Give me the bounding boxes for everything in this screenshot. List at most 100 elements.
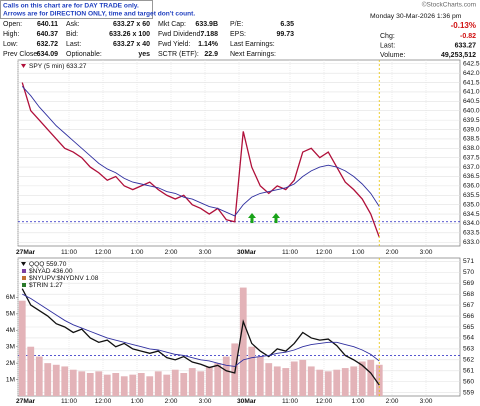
y2-tick-label: 1M [6, 376, 15, 383]
y-tick-label: 562 [463, 357, 474, 364]
quote-value: 633.27 x 40 [113, 41, 150, 48]
y-tick-label: 570 [463, 269, 474, 276]
y-tick-label: 641.0 [463, 89, 480, 96]
y-tick-label: 561 [463, 368, 474, 375]
volume-bar [27, 346, 35, 396]
volume-bar [52, 364, 60, 396]
quote-value: 1.14% [198, 41, 219, 48]
quote-label: P/E: [230, 21, 243, 28]
y-tick-label: 633.0 [463, 239, 480, 246]
x-tick-label: 12:00 [95, 398, 112, 405]
volume-bar [112, 373, 120, 396]
volume-bar [290, 361, 298, 396]
change-pct: -0.13% [451, 21, 476, 30]
legend-marker [21, 262, 26, 266]
volume-bar [35, 356, 43, 396]
quote-label: Low: [3, 41, 18, 48]
quote-value: 633.9B [195, 21, 218, 28]
volume-bar [256, 356, 264, 396]
y-tick-label: 569 [463, 280, 474, 287]
volume-bar [324, 371, 332, 396]
volume-bar [265, 363, 273, 396]
quote-label: Next Earnings: [230, 51, 276, 58]
y-tick-label: 634.0 [463, 220, 480, 227]
notice-line: Arrows are for DIRECTION ONLY, time and … [3, 10, 195, 17]
volume-bar [273, 366, 281, 396]
y2-tick-label: 4M [6, 327, 15, 334]
volume-bar [86, 373, 94, 396]
legend-label: $TRIN 1.27 [29, 282, 63, 289]
volume-bar [239, 287, 247, 396]
up-arrow [248, 213, 256, 223]
y-tick-label: 639.5 [463, 117, 480, 124]
quote-value: 7.188 [200, 31, 218, 38]
quote-label: Mkt Cap: [158, 21, 186, 28]
volume-bar [333, 369, 341, 396]
notice-box [0, 0, 153, 19]
quote-label: Bid: [66, 31, 78, 38]
x-tick-label: 11:00 [282, 398, 298, 405]
quote-value: 633.27 x 60 [113, 21, 150, 28]
x-tick-label: 12:00 [316, 249, 333, 256]
volume-bar [171, 369, 179, 396]
x-tick-label: 1:00 [131, 249, 144, 256]
volume-bar [205, 366, 213, 396]
x-tick-label: 1:00 [131, 398, 144, 405]
legend-marker [22, 276, 26, 280]
y2-tick-label: 6M [6, 294, 15, 301]
y2-tick-label: 3M [6, 343, 15, 350]
y-tick-label: 634.5 [463, 211, 480, 218]
y-tick-label: 638.5 [463, 136, 480, 143]
x-tick-label: 12:00 [316, 398, 333, 405]
line-series [21, 288, 380, 386]
volume-bar [299, 359, 307, 396]
y-tick-label: 639.0 [463, 126, 480, 133]
y-tick-label: 637.0 [463, 164, 480, 171]
summary-label: Chg: [380, 33, 395, 40]
x-tick-label: 12:00 [95, 249, 112, 256]
y-tick-label: 567 [463, 302, 474, 309]
legend-label: SPY (5 min) 633.27 [29, 63, 87, 70]
quote-label: Fwd Yield: [158, 41, 190, 48]
y-tick-label: 640.0 [463, 107, 480, 114]
x-tick-label: 3:00 [420, 398, 433, 405]
volume-bar [78, 371, 86, 396]
quote-label: Open: [3, 21, 22, 28]
volume-bar [154, 371, 162, 396]
volume-bar [282, 368, 290, 396]
legend-marker [21, 64, 26, 68]
x-tick-label: 3:00 [420, 249, 433, 256]
y-tick-label: 638.0 [463, 145, 480, 152]
volume-bar [146, 376, 154, 396]
x-tick-label: 3:00 [199, 398, 212, 405]
y-tick-label: 642.5 [463, 61, 480, 68]
volume-bar [341, 368, 349, 396]
legend-marker [22, 269, 26, 273]
volume-bar [375, 364, 383, 396]
y-tick-label: 560 [463, 379, 474, 386]
x-tick-label: 11:00 [282, 249, 298, 256]
quote-value: 99.73 [276, 31, 294, 38]
quote-label: High: [3, 31, 19, 38]
x-tick-label: 11:00 [61, 249, 77, 256]
y-tick-label: 635.0 [463, 201, 480, 208]
quote-value: 22.9 [204, 51, 218, 58]
y-tick-label: 633.5 [463, 230, 480, 237]
volume-bar [188, 368, 196, 396]
x-tick-label: 2:00 [165, 398, 178, 405]
y-tick-label: 566 [463, 313, 474, 320]
x-tick-label: 2:00 [386, 249, 399, 256]
volume-bar [222, 356, 230, 396]
x-tick-label: 30Mar [237, 249, 256, 256]
quote-label: EPS: [230, 31, 246, 38]
volume-bar [367, 359, 375, 396]
y-tick-label: 559 [463, 389, 474, 396]
summary-label: Last: [380, 42, 395, 49]
notice-line: Calls on this chart are for DAY TRADE on… [3, 2, 139, 9]
x-tick-label: 1:00 [352, 398, 365, 405]
y-tick-label: 642.0 [463, 70, 480, 77]
summary-value: 633.27 [455, 42, 477, 49]
quote-value: 634.09 [37, 51, 59, 58]
volume-bar [163, 374, 171, 396]
